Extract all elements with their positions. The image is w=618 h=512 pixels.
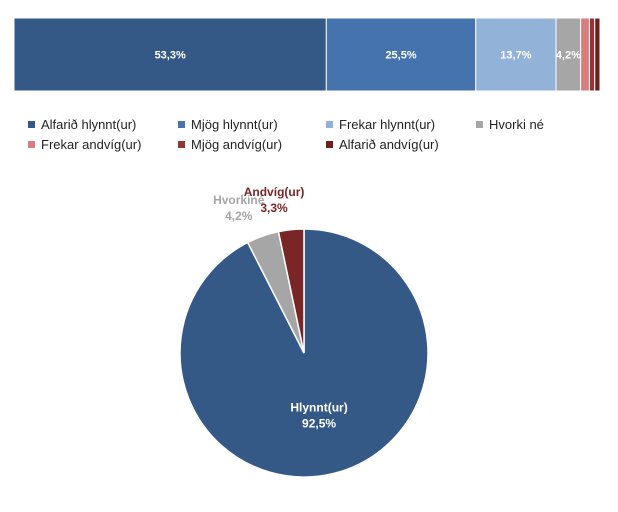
bar-segment-2 [475, 18, 557, 91]
bar-segment-3 [555, 18, 582, 91]
pie-chart: Hlynnt(ur) 92,5% Hvorkiné 4,2% Andvíg(ur) 3,3… [179, 185, 429, 478]
pie-label-0: Hlynnt(ur) 92,5% [290, 401, 347, 431]
bar-segment-1 [325, 18, 477, 91]
stacked-bar-chart: 53,3% 25,5% 13,7% 4,2% [14, 18, 600, 91]
bar-data-label-1: 25,5% [385, 50, 416, 62]
legend-swatch [326, 140, 333, 148]
legend-item-mjog-andvig: Mjög andvíg(ur) [178, 135, 282, 153]
bar-data-label-3: 4,2% [556, 50, 581, 62]
legend-swatch [178, 120, 185, 128]
pie-label-value: 3,3% [260, 201, 288, 215]
bar-data-label-0: 53,3% [155, 50, 186, 62]
legend-item-frekar-hlynnt: Frekar hlynnt(ur) [326, 115, 435, 133]
legend-label: Frekar andvíg(ur) [41, 136, 142, 152]
pie-slice-2 [277, 228, 305, 354]
pie-label-2: Andvíg(ur) 3,3% [244, 185, 305, 215]
bar-segment-4 [580, 18, 590, 91]
bar-data-label-2: 13,7% [500, 50, 531, 62]
pie-label-name: Andvíg(ur) [244, 185, 305, 199]
legend-label: Mjög hlynnt(ur) [191, 116, 278, 132]
legend-label: Hvorki né [489, 116, 544, 132]
bar-segment-5 [588, 18, 596, 91]
legend-label: Mjög andvíg(ur) [191, 136, 283, 152]
pie-label-value: 4,2% [225, 209, 253, 223]
legend-swatch [28, 140, 35, 148]
pie-label-value: 92,5% [302, 417, 336, 431]
legend-swatch [178, 140, 185, 148]
legend: Alfarið hlynnt(ur) Mjög hlynnt(ur) Freka… [28, 115, 608, 155]
legend-item-frekar-andvig: Frekar andvíg(ur) [28, 135, 141, 153]
legend-item-mjog-hlynnt: Mjög hlynnt(ur) [178, 115, 278, 133]
legend-item-alfarid-andvig: Alfarið andvíg(ur) [326, 135, 439, 153]
pie-label-name: Hvorkiné [213, 193, 265, 207]
legend-swatch [476, 120, 483, 128]
legend-item-alfarid-hlynnt: Alfarið hlynnt(ur) [28, 115, 136, 133]
legend-label: Frekar hlynnt(ur) [339, 116, 436, 132]
pie-label-name: Hlynnt(ur) [290, 401, 347, 415]
legend-item-hvorki-ne: Hvorki né [476, 115, 544, 133]
legend-swatch [28, 120, 35, 128]
bar-segment-6 [594, 18, 600, 91]
legend-swatch [326, 120, 333, 128]
legend-label: Alfarið hlynnt(ur) [41, 116, 137, 132]
pie-label-1: Hvorkiné 4,2% [213, 193, 265, 223]
legend-label: Alfarið andvíg(ur) [339, 136, 439, 152]
